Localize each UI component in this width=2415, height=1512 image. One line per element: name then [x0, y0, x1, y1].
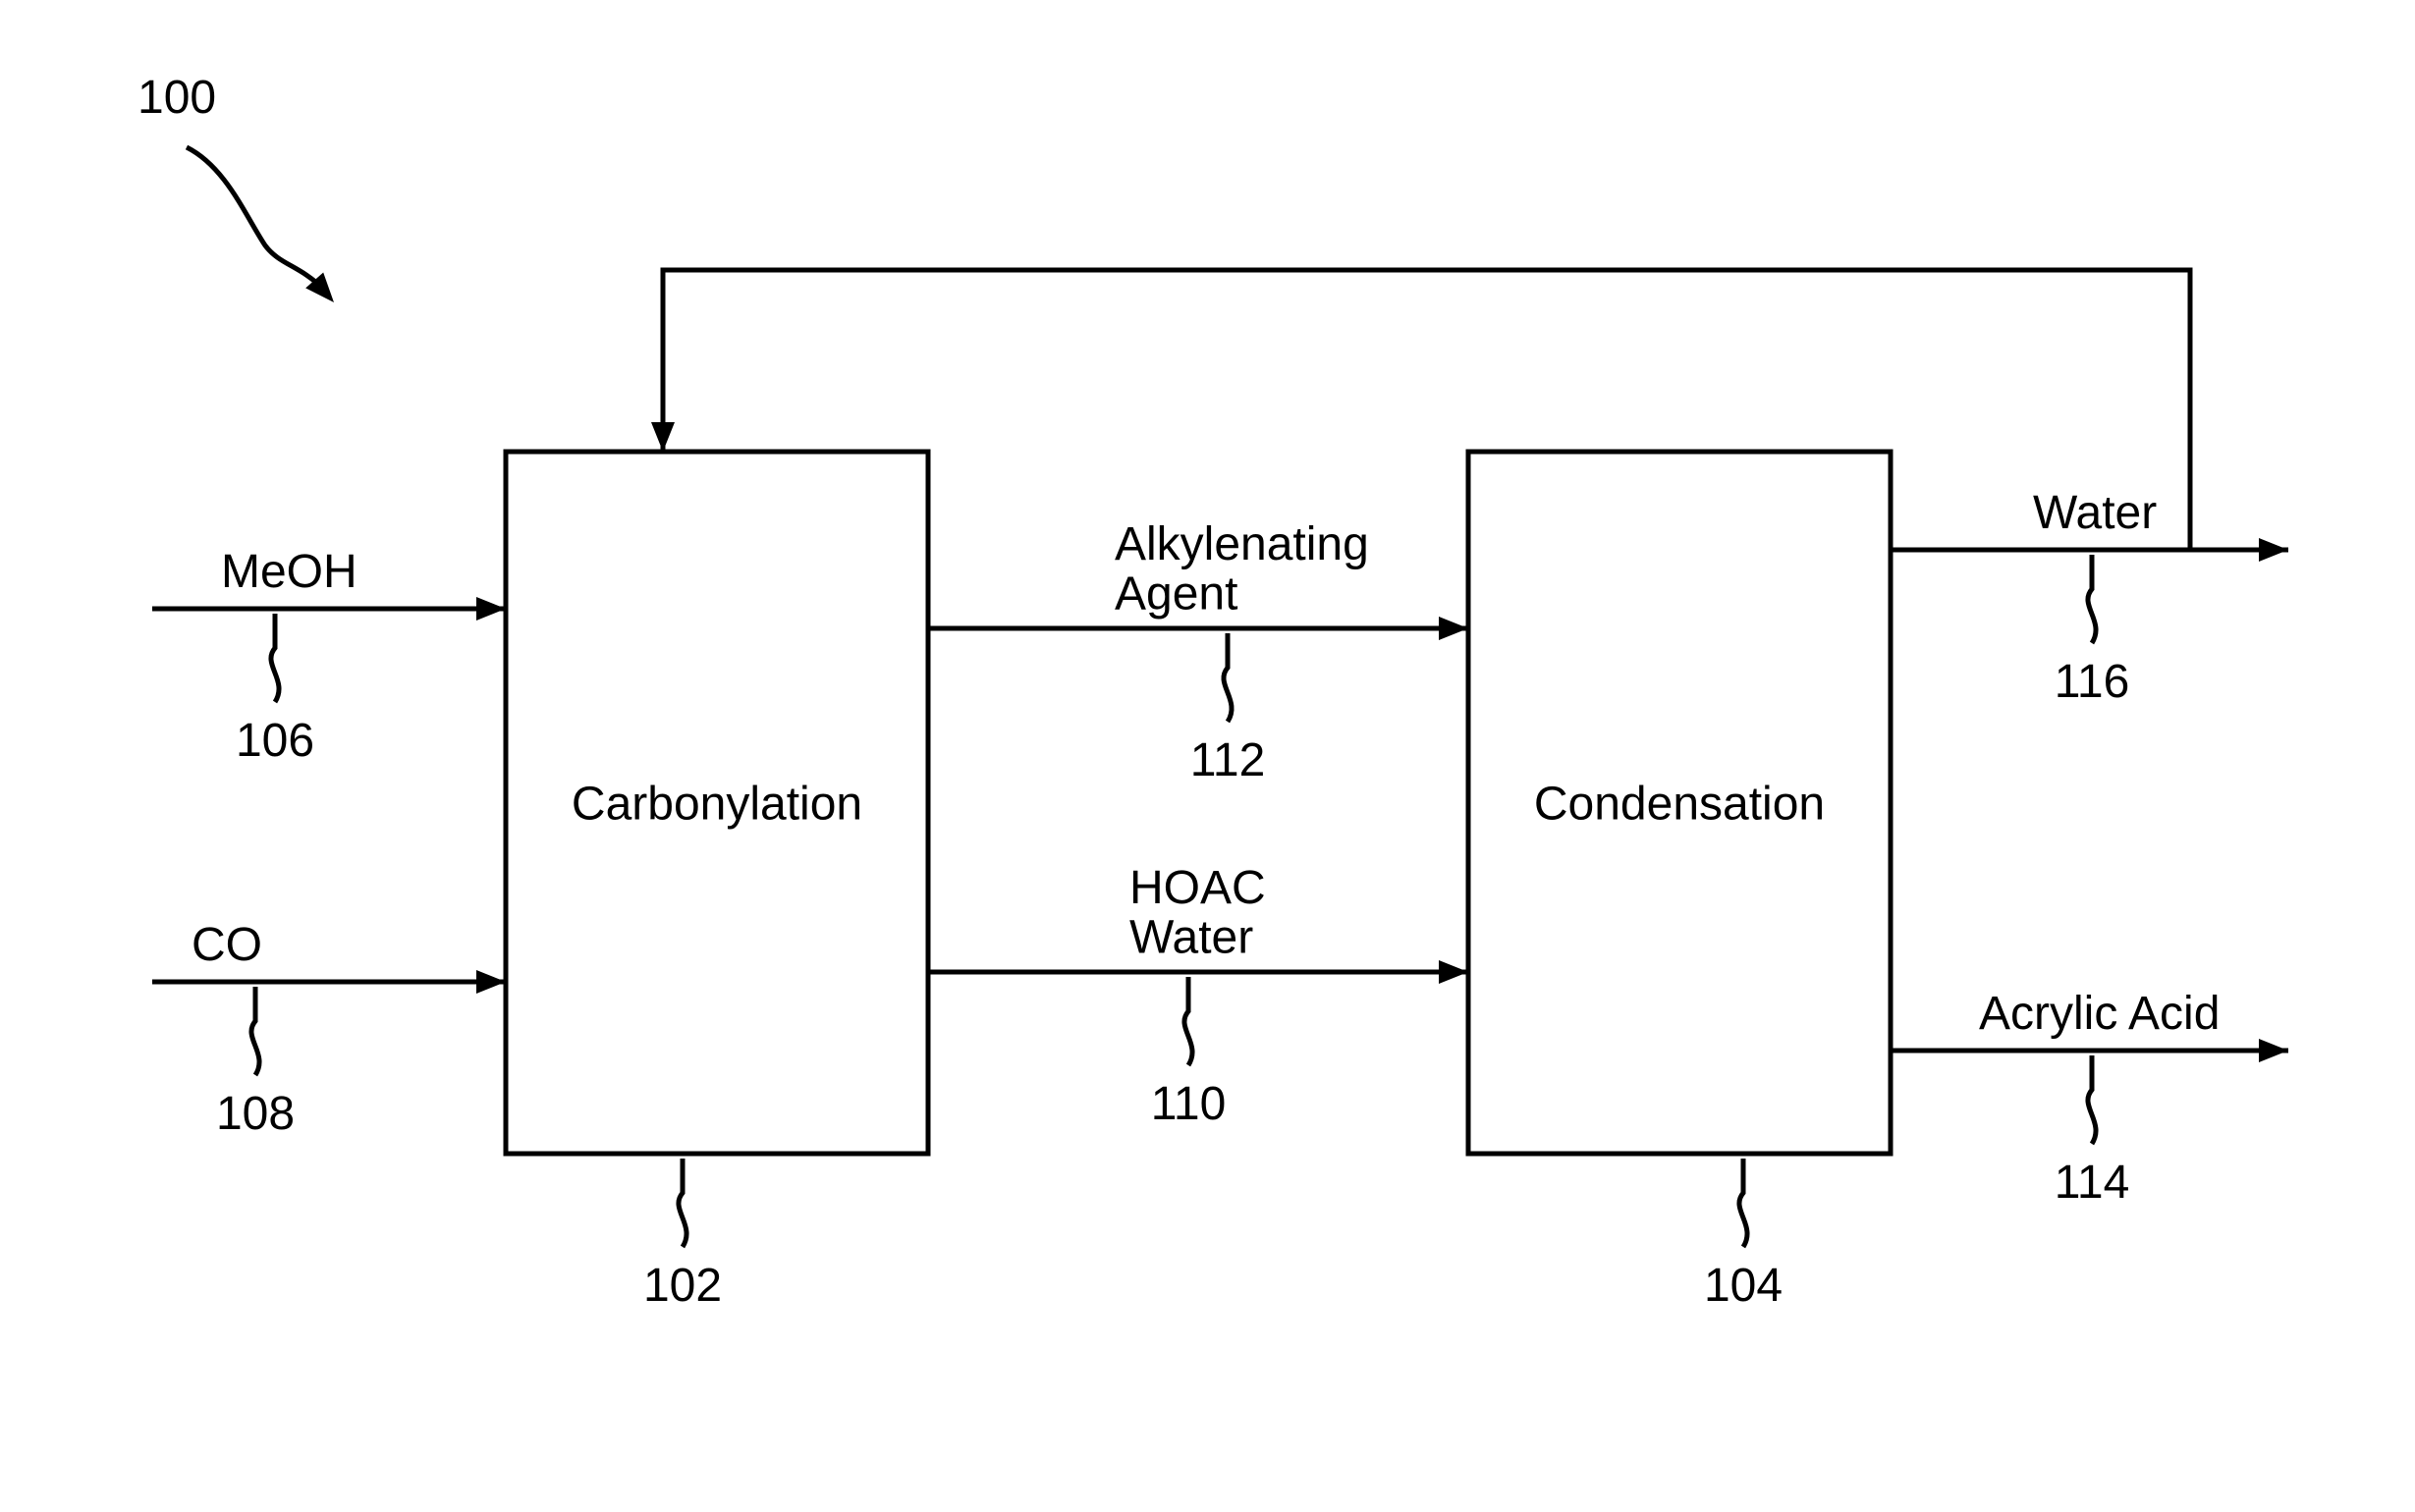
meoh-label: MeOH — [221, 546, 357, 598]
co-label: CO — [192, 919, 262, 971]
ref-tick — [1184, 977, 1192, 1065]
ref-tick — [271, 614, 279, 702]
arrowhead — [2259, 538, 2288, 562]
arrowhead — [476, 970, 506, 994]
ref-label: 110 — [1151, 1078, 1227, 1130]
arrowhead — [651, 422, 675, 452]
arrowhead — [1439, 960, 1468, 984]
process-flow-diagram: Carbonylation 102 Condensation 104 MeOH 106 CO… — [0, 0, 2415, 1512]
carbonylation-label: Carbonylation — [572, 778, 862, 830]
ref-tick — [679, 1159, 686, 1247]
ref-tick — [2088, 1055, 2096, 1144]
hoac_water-label: HOACWater — [1129, 862, 1266, 963]
arrowhead — [476, 597, 506, 621]
ref-tick — [2088, 555, 2096, 643]
ref-tick — [1224, 633, 1232, 722]
alkylenating-label: AlkylenatingAgent — [1115, 518, 1369, 620]
ref-tick — [251, 987, 259, 1075]
ref-tick — [1739, 1159, 1747, 1247]
water_out-label: Water — [2033, 487, 2157, 539]
arrowhead — [1439, 617, 1468, 640]
water_recycle-line — [663, 270, 2190, 550]
ref-label: 112 — [1190, 734, 1266, 786]
arrowhead — [2259, 1039, 2288, 1062]
ref-label: 106 — [236, 715, 314, 767]
ref-label: 116 — [2055, 656, 2130, 708]
figure-ref-label: 100 — [137, 72, 216, 124]
condensation-label: Condensation — [1534, 778, 1825, 830]
ref-label: 114 — [2055, 1157, 2130, 1209]
acrylic_acid-label: Acrylic Acid — [1979, 988, 2220, 1040]
ref-label: 104 — [1704, 1260, 1783, 1312]
ref-label: 102 — [643, 1260, 722, 1312]
ref-label: 108 — [216, 1088, 295, 1140]
figure-ref-arrow — [187, 147, 324, 290]
